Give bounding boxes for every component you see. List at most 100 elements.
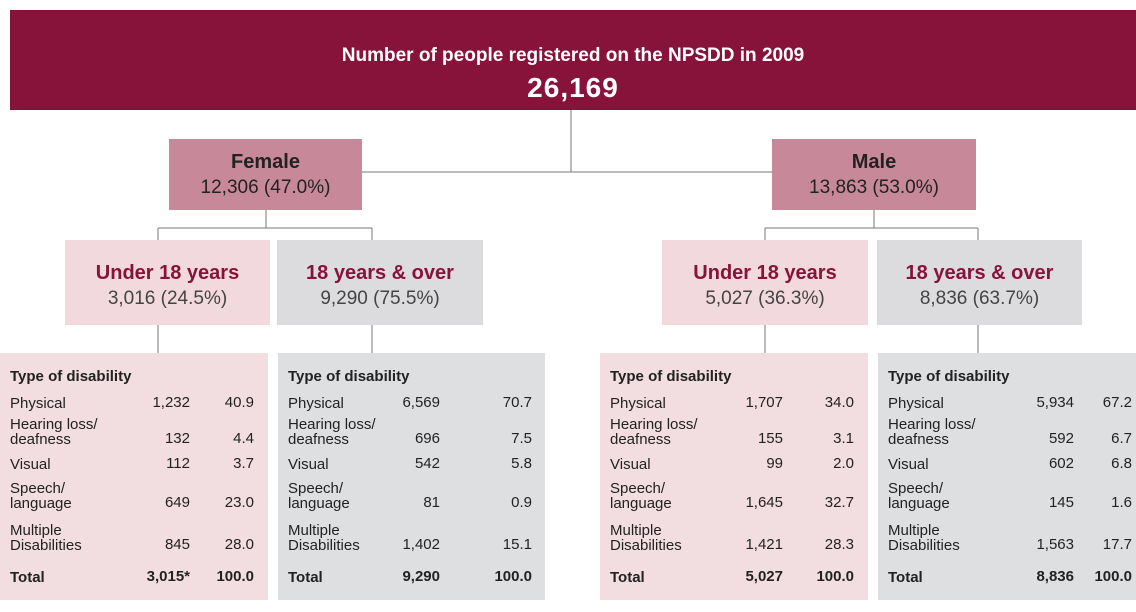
row-label: Multiple Disabilities: [288, 522, 360, 554]
disability-table: Type of disability Physical 6,569 70.7 Heari…: [278, 353, 545, 600]
row-percent: 40.9: [224, 394, 254, 411]
connector: [764, 210, 979, 240]
group-label: Female: [231, 151, 300, 173]
row-label: Multiple Disabilities: [10, 522, 82, 554]
row-label: Speech/ language: [288, 480, 350, 512]
row-percent: 28.3: [824, 536, 854, 553]
row-percent: 100.0: [1094, 568, 1132, 585]
row-label: Speech/ language: [610, 480, 672, 512]
table-row: Hearing loss/ deafness 592 6.7: [888, 413, 1136, 449]
row-percent: 6.7: [1111, 430, 1132, 447]
connector: [157, 325, 979, 353]
disability-table: Type of disability Physical 1,232 40.9 Heari…: [0, 353, 268, 600]
row-label: Total: [888, 569, 923, 586]
table-row: Total 8,836 100.0: [888, 555, 1136, 587]
row-count: 6,569: [402, 394, 440, 411]
row-percent: 17.7: [1102, 536, 1132, 553]
table-row: Visual 602 6.8: [888, 449, 1136, 474]
table-row: Total 5,027 100.0: [610, 555, 868, 587]
row-label: Hearing loss/ deafness: [10, 416, 98, 448]
subgroup-box: 18 years & over 8,836 (63.7%): [877, 240, 1082, 325]
row-count: 112: [166, 455, 190, 472]
row-count: 5,934: [1036, 394, 1074, 411]
table-heading: Type of disability: [288, 368, 410, 385]
table-heading: Type of disability: [888, 368, 1010, 385]
row-label: Physical: [10, 395, 66, 412]
row-label: Total: [288, 569, 323, 586]
subgroup-label: Under 18 years: [95, 262, 240, 284]
row-count: 145: [1048, 494, 1074, 511]
subgroup-value: 9,290 (75.5%): [320, 288, 440, 309]
table-row: Speech/ language 81 0.9: [288, 474, 545, 513]
row-count: 155: [757, 430, 783, 447]
table-row: Speech/ language 1,645 32.7: [610, 474, 868, 513]
row-percent: 3.1: [833, 430, 854, 447]
row-count: 1,232: [152, 394, 190, 411]
row-label: Hearing loss/ deafness: [888, 416, 976, 448]
row-label: Multiple Disabilities: [610, 522, 682, 554]
row-count: 845: [164, 536, 190, 553]
row-label: Hearing loss/ deafness: [288, 416, 376, 448]
banner: Number of people registered on the NPSDD…: [10, 10, 1136, 110]
subgroup-label: 18 years & over: [905, 262, 1054, 284]
connector: [362, 110, 772, 173]
row-label: Visual: [288, 456, 329, 473]
row-percent: 34.0: [824, 394, 854, 411]
subgroup-box: 18 years & over 9,290 (75.5%): [277, 240, 483, 325]
table-heading: Type of disability: [610, 368, 732, 385]
row-percent: 6.8: [1111, 455, 1132, 472]
row-count: 3,015*: [146, 568, 190, 585]
table-row: Visual 542 5.8: [288, 449, 545, 474]
table-row: Multiple Disabilities 1,563 17.7: [888, 513, 1136, 555]
row-label: Total: [610, 569, 645, 586]
row-count: 649: [164, 494, 190, 511]
table-row: Hearing loss/ deafness 132 4.4: [10, 413, 268, 449]
row-count: 1,707: [745, 394, 783, 411]
table-row: Physical 6,569 70.7: [288, 389, 545, 413]
row-percent: 32.7: [824, 494, 854, 511]
table-row: Visual 112 3.7: [10, 449, 268, 474]
table-row: Multiple Disabilities 845 28.0: [10, 513, 268, 555]
row-percent: 0.9: [511, 494, 532, 511]
disability-table: Type of disability Physical 5,934 67.2 Heari…: [878, 353, 1136, 600]
row-count: 1,645: [745, 494, 783, 511]
table-row: Physical 5,934 67.2: [888, 389, 1136, 413]
row-count: 9,290: [402, 568, 440, 585]
row-count: 8,836: [1036, 568, 1074, 585]
connector: [157, 210, 373, 240]
table-row: Physical 1,232 40.9: [10, 389, 268, 413]
row-percent: 15.1: [502, 536, 532, 553]
subgroup-label: Under 18 years: [693, 262, 837, 284]
row-label: Hearing loss/ deafness: [610, 416, 698, 448]
row-count: 5,027: [745, 568, 783, 585]
group-box: Female 12,306 (47.0%): [169, 139, 362, 210]
row-label: Visual: [888, 456, 929, 473]
subgroup-label: 18 years & over: [306, 262, 454, 284]
table-row: Hearing loss/ deafness 696 7.5: [288, 413, 545, 449]
row-percent: 4.4: [233, 430, 254, 447]
subgroup-box: Under 18 years 3,016 (24.5%): [65, 240, 270, 325]
row-percent: 2.0: [833, 455, 854, 472]
subgroup-value: 8,836 (63.7%): [919, 288, 1040, 309]
row-label: Physical: [610, 395, 666, 412]
row-percent: 7.5: [511, 430, 532, 447]
row-percent: 23.0: [224, 494, 254, 511]
group-label: Male: [851, 151, 897, 173]
row-label: Speech/ language: [10, 480, 72, 512]
title: Number of people registered on the NPSDD…: [341, 45, 805, 66]
row-count: 132: [164, 430, 190, 447]
row-label: Speech/ language: [888, 480, 950, 512]
disability-table: Type of disability Physical 1,707 34.0 Heari…: [600, 353, 868, 600]
row-percent: 100.0: [816, 568, 854, 585]
group-value: 13,863 (53.0%): [809, 177, 939, 198]
subgroup-value: 3,016 (24.5%): [107, 288, 228, 309]
row-count: 592: [1048, 430, 1074, 447]
group-value: 12,306 (47.0%): [200, 177, 331, 198]
total: 26,169: [527, 72, 619, 103]
row-count: 1,563: [1036, 536, 1074, 553]
table-row: Total 3,015* 100.0: [10, 555, 268, 587]
row-count: 99: [766, 455, 783, 472]
table-row: Multiple Disabilities 1,402 15.1: [288, 513, 545, 555]
row-count: 602: [1048, 455, 1074, 472]
